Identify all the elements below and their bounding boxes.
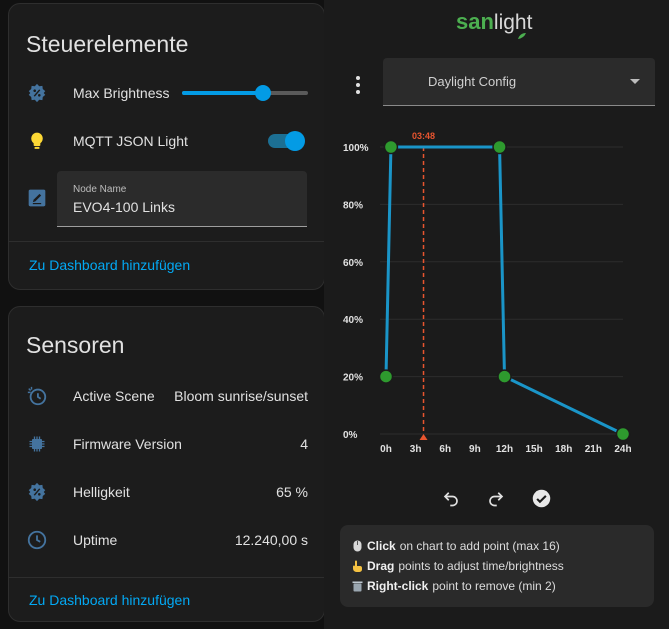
- y-tick-label: 100%: [343, 143, 369, 154]
- help-line-remove: Right-click point to remove (min 2): [351, 579, 556, 593]
- chevron-down-icon: [630, 79, 640, 84]
- trash-icon: [351, 580, 363, 592]
- daylight-panel: sanlight Daylight Config 0% 20% 40% 60% 80% 1…: [324, 0, 669, 629]
- data-point[interactable]: [378, 369, 394, 384]
- x-tick-label: 24h: [614, 444, 631, 455]
- sensor-value: 12.240,00 s: [234, 532, 308, 548]
- clock-outline-icon: [25, 528, 49, 552]
- help-drag-text: points to adjust time/brightness: [398, 559, 564, 573]
- card-divider: [9, 577, 324, 578]
- sensor-label: Firmware Version: [73, 436, 182, 452]
- x-tick-label: 9h: [469, 444, 481, 455]
- x-tick-label: 21h: [585, 444, 602, 455]
- pointing-hand-icon: [351, 560, 363, 572]
- now-marker-triangle: [419, 434, 428, 440]
- data-point[interactable]: [615, 426, 631, 442]
- series-line: [384, 145, 624, 436]
- config-select[interactable]: Daylight Config: [383, 58, 655, 106]
- help-drag-bold: Drag: [367, 559, 395, 573]
- card-divider: [9, 241, 324, 242]
- node-name-field-label: Node Name: [73, 184, 127, 195]
- controls-card-title: Steuerelemente: [26, 31, 189, 57]
- help-click-bold: Click: [367, 539, 396, 553]
- controls-card: Steuerelemente Max Brightness MQTT JSON …: [8, 3, 325, 290]
- brightness-percent-icon: [25, 480, 49, 504]
- sensor-row-firmware[interactable]: Firmware Version 4: [9, 420, 324, 468]
- sensor-row-helligkeit[interactable]: Helligkeit 65 %: [9, 468, 324, 516]
- data-point[interactable]: [383, 139, 399, 155]
- more-vert-icon[interactable]: [350, 76, 366, 94]
- help-line-click: Click on chart to add point (max 16): [351, 539, 560, 553]
- sensor-value: 4: [300, 436, 308, 452]
- config-select-value: Daylight Config: [428, 74, 517, 89]
- max-brightness-label: Max Brightness: [73, 85, 170, 101]
- form-textbox-icon: [25, 186, 49, 210]
- now-marker-label: 03:48: [412, 131, 435, 141]
- help-click-text: on chart to add point (max 16): [399, 539, 560, 553]
- lightbulb-icon: [25, 129, 49, 153]
- sensor-label: Helligkeit: [73, 484, 130, 500]
- data-point[interactable]: [492, 139, 507, 155]
- daylight-chart[interactable]: 0% 20% 40% 60% 80% 100% 0h 3h 6h 9h 12h 15h 18h 21h 24…: [324, 120, 669, 465]
- logo-leaf-icon: [518, 33, 526, 39]
- y-tick-label: 60%: [343, 258, 363, 269]
- brightness-percent-icon: [25, 81, 49, 105]
- mouse-icon: [351, 540, 363, 552]
- y-tick-label: 80%: [343, 200, 363, 211]
- y-tick-label: 0%: [343, 430, 358, 441]
- add-to-dashboard-link[interactable]: Zu Dashboard hinzufügen: [29, 592, 191, 608]
- sensors-card: Sensoren Active Scene Bloom sunrise/suns…: [8, 306, 325, 622]
- redo-button[interactable]: [485, 487, 507, 509]
- sensor-value: 65 %: [276, 484, 308, 500]
- logo-light: light: [493, 11, 533, 34]
- clock-scene-icon: [25, 384, 49, 408]
- help-box: Click on chart to add point (max 16) Dra…: [340, 525, 654, 607]
- undo-button[interactable]: [440, 487, 462, 509]
- y-tick-label: 40%: [343, 315, 363, 326]
- sensor-label: Active Scene: [73, 388, 155, 404]
- x-tick-label: 18h: [555, 444, 572, 455]
- sensor-value: Bloom sunrise/sunset: [174, 388, 308, 404]
- slider-fill: [182, 91, 263, 95]
- sensor-label: Uptime: [73, 532, 118, 548]
- mqtt-light-label: MQTT JSON Light: [73, 133, 188, 149]
- x-tick-label: 15h: [526, 444, 543, 455]
- mqtt-light-row: MQTT JSON Light: [9, 117, 324, 165]
- node-name-row: [9, 174, 324, 222]
- x-tick-label: 12h: [496, 444, 513, 455]
- help-remove-bold: Right-click: [367, 579, 429, 593]
- help-remove-text: point to remove (min 2): [432, 579, 556, 593]
- sanlight-logo: sanlight: [456, 9, 533, 39]
- x-tick-label: 6h: [439, 444, 451, 455]
- max-brightness-row: Max Brightness: [9, 69, 324, 117]
- help-line-drag: Drag points to adjust time/brightness: [351, 559, 564, 573]
- toggle-knob[interactable]: [285, 131, 305, 151]
- sensor-row-uptime[interactable]: Uptime 12.240,00 s: [9, 516, 324, 564]
- sensors-card-title: Sensoren: [26, 332, 125, 358]
- add-to-dashboard-link[interactable]: Zu Dashboard hinzufügen: [29, 257, 191, 273]
- slider-knob[interactable]: [254, 85, 271, 101]
- apply-button[interactable]: [530, 487, 552, 509]
- max-brightness-slider[interactable]: [182, 85, 308, 101]
- logo-san: san: [456, 9, 494, 34]
- check-circle-icon: [532, 489, 550, 507]
- x-tick-label: 3h: [410, 444, 422, 455]
- chip-icon: [25, 432, 49, 456]
- data-point[interactable]: [497, 369, 512, 384]
- node-name-field-value: EVO4-100 Links: [73, 199, 175, 215]
- undo-icon: [443, 492, 458, 507]
- redo-icon: [489, 492, 504, 507]
- x-tick-label: 0h: [380, 444, 392, 455]
- node-name-field[interactable]: Node Name EVO4-100 Links: [57, 171, 307, 227]
- y-tick-label: 20%: [343, 373, 363, 384]
- sensor-row-active-scene[interactable]: Active Scene Bloom sunrise/sunset: [9, 372, 324, 420]
